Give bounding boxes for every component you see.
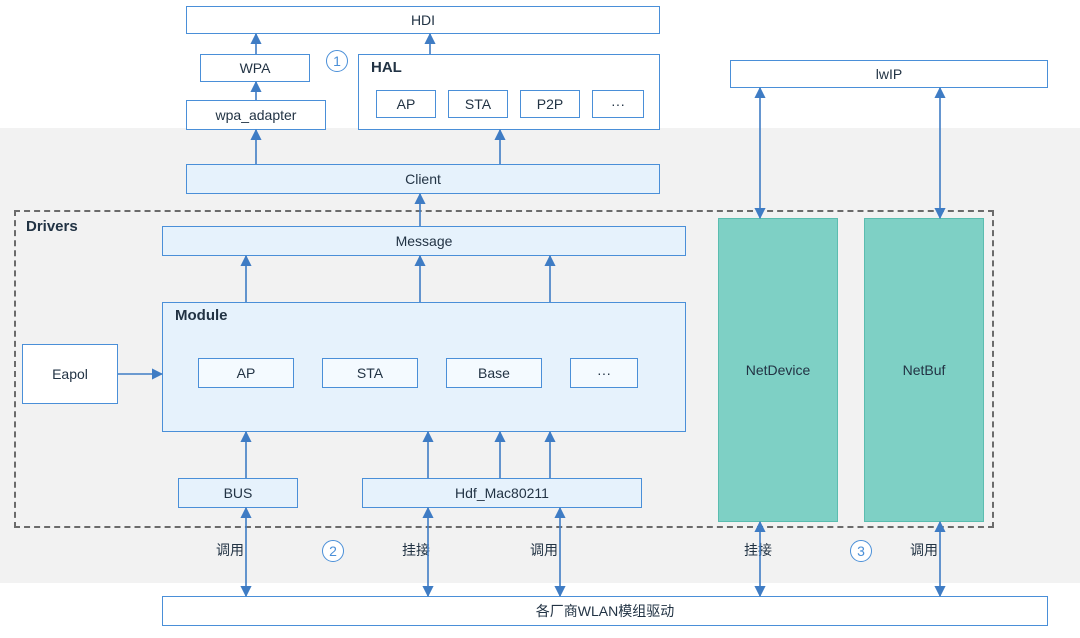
node-mod_base: Base (446, 358, 542, 388)
node-hal_sta: STA (448, 90, 508, 118)
node-client: Client (186, 164, 660, 194)
node-hal_p2p: P2P (520, 90, 580, 118)
node-wpa: WPA (200, 54, 310, 82)
node-mod_more-label: ··· (597, 365, 611, 381)
node-hal_p2p-label: P2P (537, 96, 563, 112)
edge-label-l_hook2: 挂接 (744, 540, 772, 560)
node-hal_ap-label: AP (397, 96, 416, 112)
node-netbuf: NetBuf (864, 218, 984, 522)
node-vendor-label: 各厂商WLAN模组驱动 (536, 601, 674, 621)
node-mod_base-label: Base (478, 365, 510, 381)
node-client-label: Client (405, 171, 441, 187)
node-hal_more-label: ··· (611, 96, 625, 112)
edge-label-l_hook1: 挂接 (402, 540, 430, 560)
node-mod_sta-label: STA (357, 365, 383, 381)
edge-label-l_bus: 调用 (216, 540, 244, 560)
node-netdevice: NetDevice (718, 218, 838, 522)
circle-c3: 3 (850, 540, 872, 562)
node-bus-label: BUS (224, 485, 253, 501)
node-hal_ap: AP (376, 90, 436, 118)
node-message: Message (162, 226, 686, 256)
node-lwip-label: lwIP (876, 66, 902, 82)
node-hal-title: HAL (371, 59, 402, 76)
node-eapol-label: Eapol (52, 366, 88, 382)
node-wpa_adapter: wpa_adapter (186, 100, 326, 130)
node-mod_ap: AP (198, 358, 294, 388)
node-hdi: HDI (186, 6, 660, 34)
node-hdfmac: Hdf_Mac80211 (362, 478, 642, 508)
node-eapol: Eapol (22, 344, 118, 404)
node-hal_more: ··· (592, 90, 644, 118)
node-netbuf-label: NetBuf (903, 362, 946, 378)
node-mod_more: ··· (570, 358, 638, 388)
edge-label-l_call2: 调用 (530, 540, 558, 560)
circle-c1: 1 (326, 50, 348, 72)
node-bus: BUS (178, 478, 298, 508)
node-netdevice-label: NetDevice (746, 362, 811, 378)
node-vendor: 各厂商WLAN模组驱动 (162, 596, 1048, 626)
node-mod_ap-label: AP (237, 365, 256, 381)
node-hal_sta-label: STA (465, 96, 491, 112)
node-message-label: Message (396, 233, 453, 249)
node-wpa-label: WPA (240, 60, 271, 76)
node-lwip: lwIP (730, 60, 1048, 88)
node-hdfmac-label: Hdf_Mac80211 (455, 485, 549, 501)
circle-c2: 2 (322, 540, 344, 562)
edge-label-l_call3: 调用 (910, 540, 938, 560)
node-module-title: Module (175, 307, 228, 324)
node-mod_sta: STA (322, 358, 418, 388)
node-hdi-label: HDI (411, 12, 435, 28)
drivers-frame-label: Drivers (26, 218, 78, 235)
node-wpa_adapter-label: wpa_adapter (216, 107, 297, 123)
